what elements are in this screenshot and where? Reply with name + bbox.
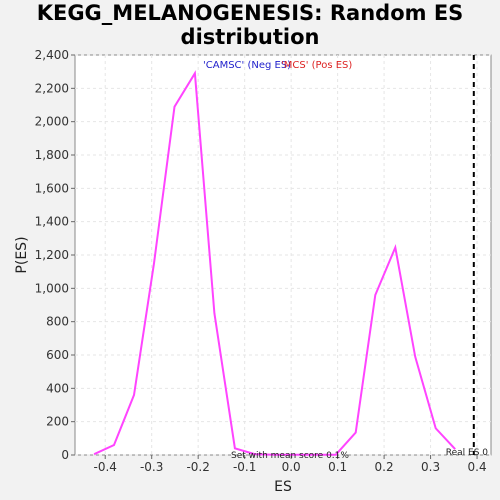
real-es-label: Real ES 0 bbox=[446, 448, 489, 458]
y-tick-label: 1,800 bbox=[35, 148, 69, 162]
y-tick-label: 400 bbox=[46, 381, 69, 395]
series-layer bbox=[93, 70, 456, 456]
y-tick-label: 2,400 bbox=[35, 48, 69, 62]
axis-layer: 0 200 400 600 800 1,000 1,200 1,400 1,600 1,800 2,… bbox=[35, 48, 487, 474]
y-tick-label: 1,600 bbox=[35, 181, 69, 195]
x-tick-label: 0.4 bbox=[468, 460, 487, 474]
y-tick-label: 200 bbox=[46, 415, 69, 429]
y-tick-label: 600 bbox=[46, 348, 69, 362]
y-tick-label: 1,200 bbox=[35, 248, 69, 262]
x-tick-label: 0.3 bbox=[421, 460, 440, 474]
x-tick-label: 0.0 bbox=[282, 460, 301, 474]
x-tick-label: 0.2 bbox=[375, 460, 394, 474]
x-tick-label: -0.2 bbox=[186, 460, 209, 474]
legend-pos-es: 'MCS' (Pos ES) bbox=[281, 60, 352, 71]
y-tick-label: 2,000 bbox=[35, 115, 69, 129]
series-line bbox=[93, 70, 456, 456]
y-tick-label: 1,000 bbox=[35, 281, 69, 295]
y-tick-label: 2,200 bbox=[35, 81, 69, 95]
y-tick-label: 800 bbox=[46, 315, 69, 329]
x-axis-title: ES bbox=[274, 479, 292, 495]
y-axis-title: P(ES) bbox=[14, 236, 30, 273]
y-tick-label: 1,400 bbox=[35, 215, 69, 229]
legend-neg-es: 'CAMSC' (Neg ES) bbox=[203, 60, 291, 71]
x-tick-label: -0.4 bbox=[94, 460, 117, 474]
mean-score-annotation: Set with mean score 0.1% bbox=[231, 451, 349, 461]
chart-title-line-2: distribution bbox=[180, 25, 320, 49]
x-tick-label: -0.1 bbox=[233, 460, 256, 474]
plot-area bbox=[74, 54, 492, 456]
x-tick-label: -0.3 bbox=[140, 460, 163, 474]
y-tick-label: 0 bbox=[61, 448, 69, 462]
x-tick-label: 0.1 bbox=[328, 460, 347, 474]
chart-title-line-1: KEGG_MELANOGENESIS: Random ES bbox=[36, 1, 464, 25]
